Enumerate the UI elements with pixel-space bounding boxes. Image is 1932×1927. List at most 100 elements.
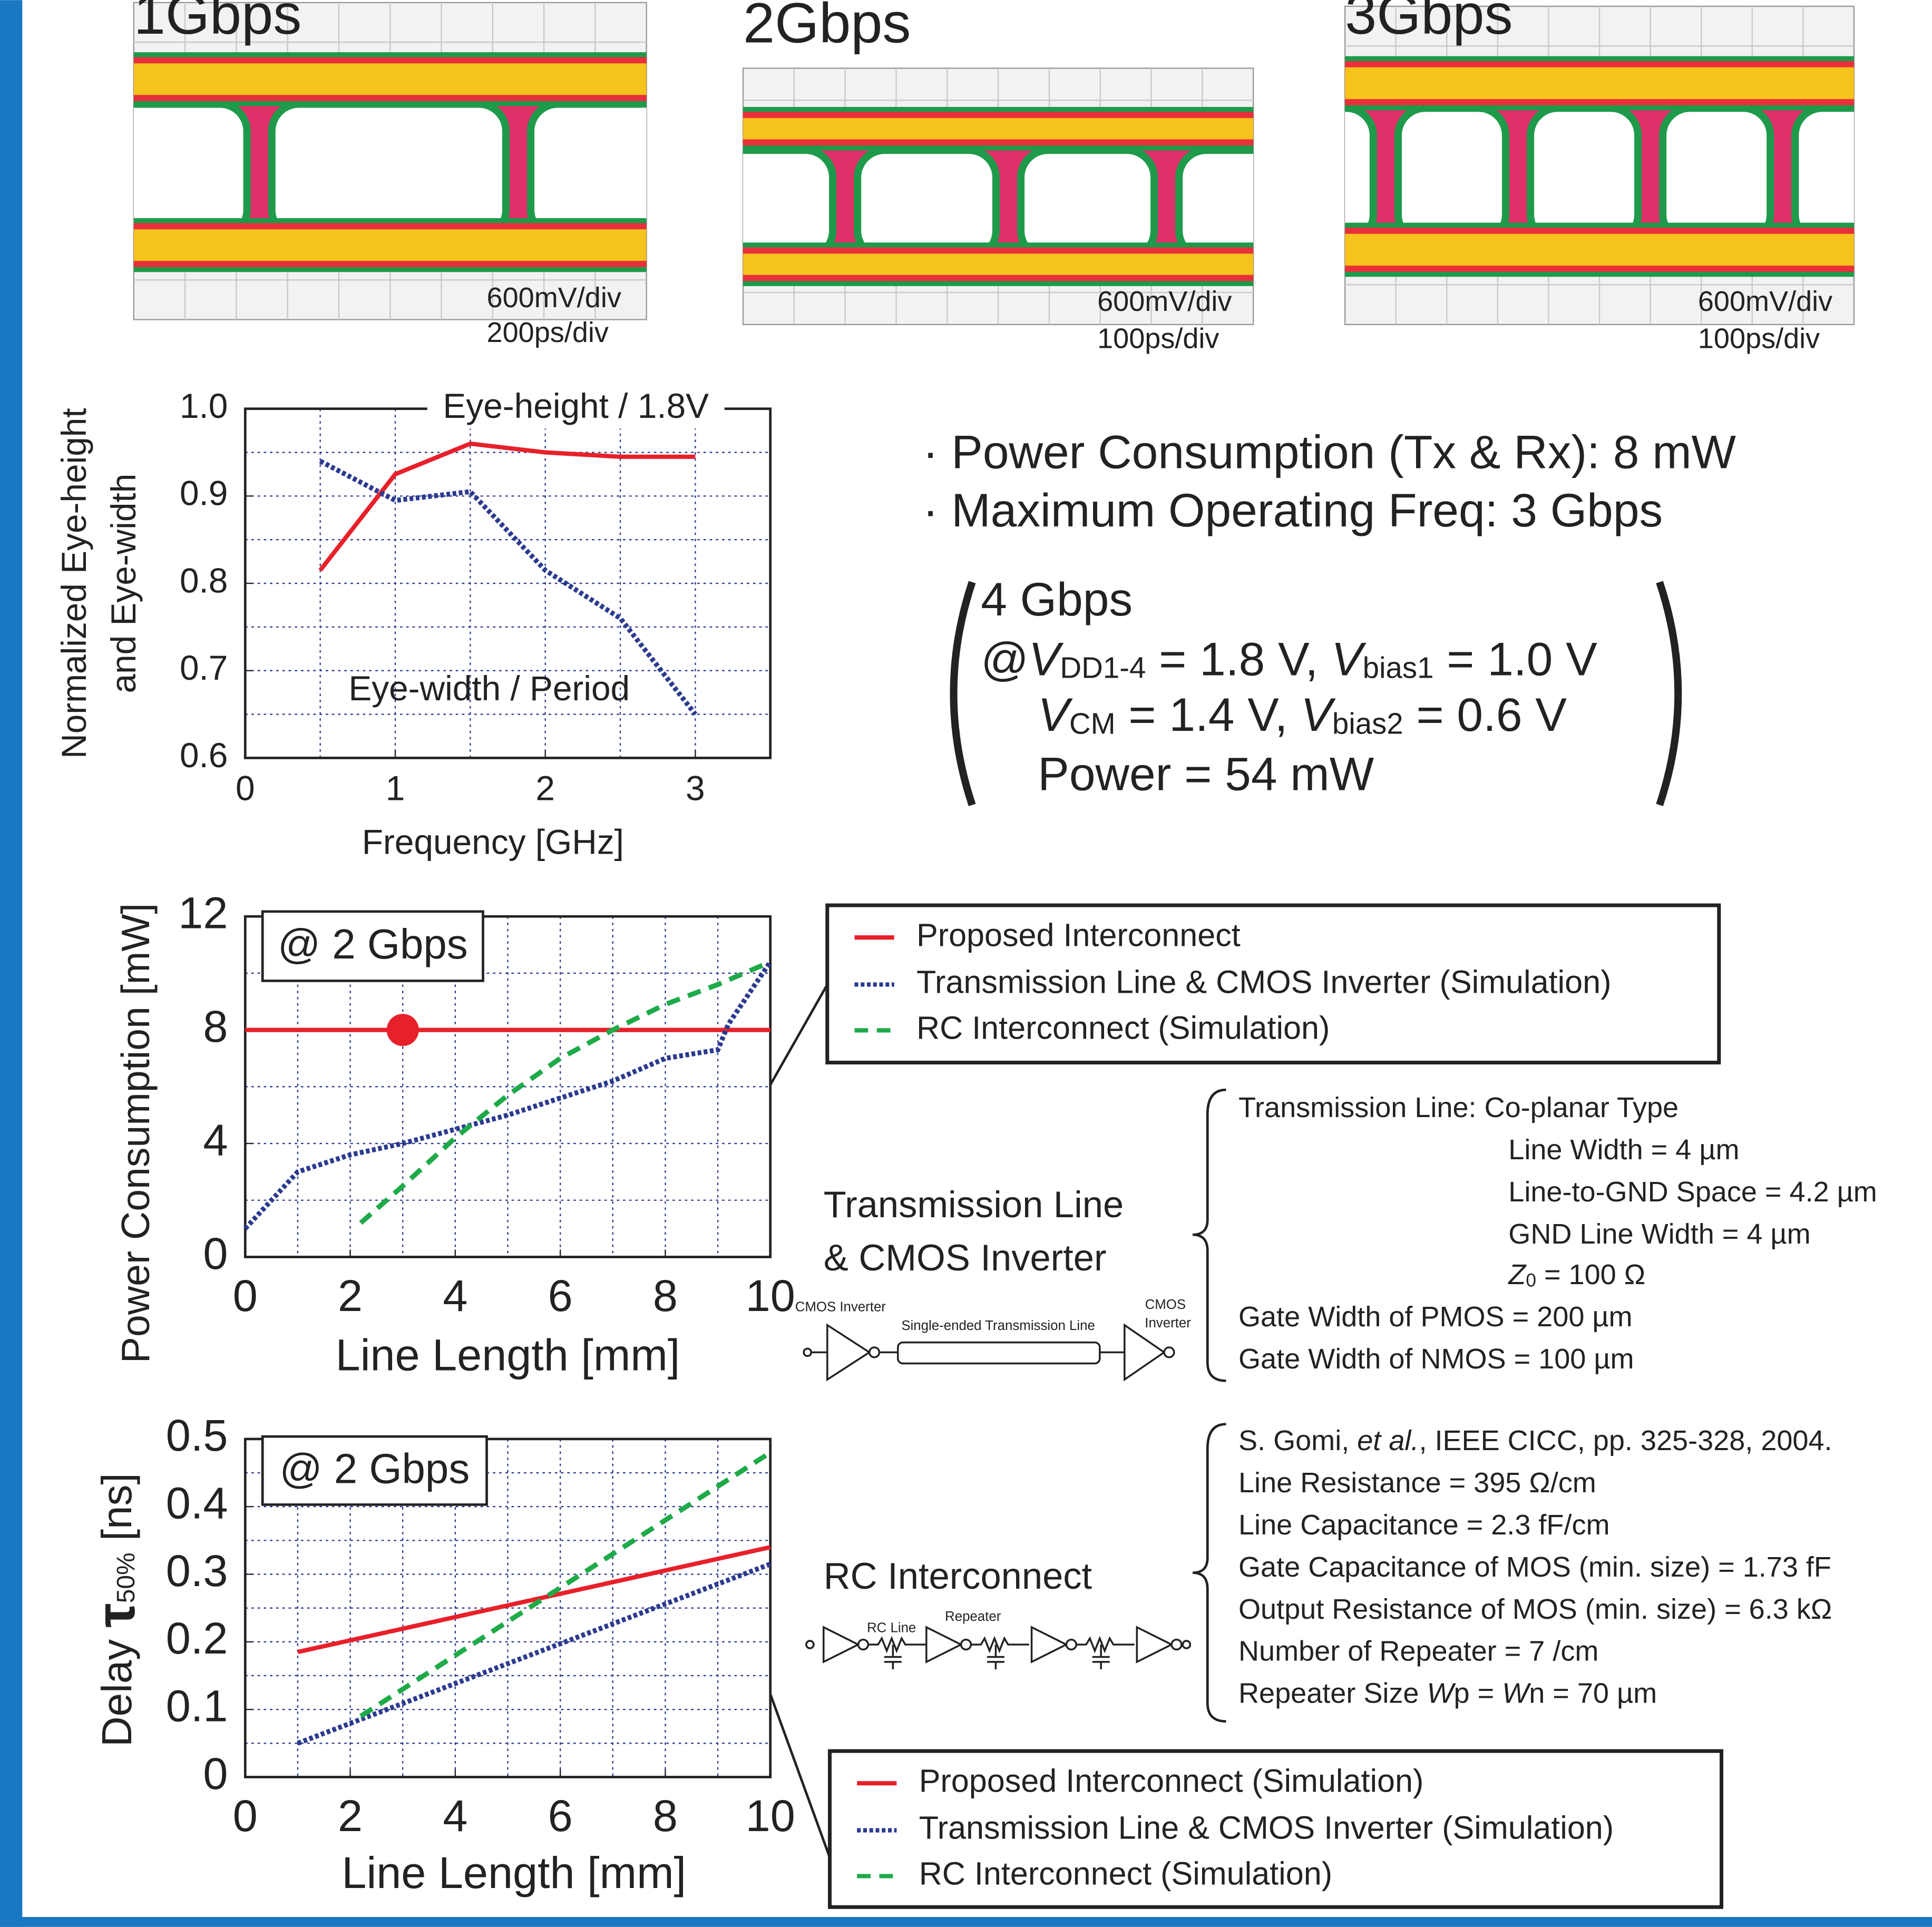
node xyxy=(804,1348,811,1356)
page: { "eye_diagrams": [ {"rate": "1Gbps", "s… xyxy=(0,0,1932,1927)
y-tick-label: 1.0 xyxy=(180,386,228,425)
bullet: · Maximum Operating Freq: 3 Gbps xyxy=(923,484,1663,536)
node xyxy=(1183,1641,1190,1648)
diagram-label: CMOS xyxy=(1145,1297,1186,1312)
t: @ xyxy=(981,632,1029,685)
band-yellow xyxy=(743,118,1253,139)
t: = 100 Ω xyxy=(1536,1259,1645,1290)
t: = 1.8 V, xyxy=(1146,632,1331,685)
band-yellow xyxy=(134,229,647,261)
eye-title: 3Gbps xyxy=(1345,0,1513,46)
t: bias2 xyxy=(1332,707,1403,740)
bubble xyxy=(858,1640,869,1650)
bullet: · Power Consumption (Tx & Rx): 8 mW xyxy=(923,426,1736,478)
y-tick-label: 0.7 xyxy=(180,648,228,687)
t: CM xyxy=(1069,707,1116,740)
y-axis-label: Delay τ50% [ns] xyxy=(85,1473,147,1747)
diagram-label: Repeater xyxy=(945,1609,1001,1624)
spec: Line-to-GND Space = 4.2 µm xyxy=(1508,1176,1877,1208)
x-tick-label: 4 xyxy=(443,1270,467,1320)
bubble xyxy=(1066,1640,1076,1650)
block-title: & CMOS Inverter xyxy=(824,1237,1107,1278)
legend-label: Proposed Interconnect xyxy=(916,917,1241,953)
y-axis-label: and Eye-width xyxy=(104,474,143,693)
eye-scale: 100ps/div xyxy=(1698,323,1820,355)
spec: Gate Width of NMOS = 100 µm xyxy=(1238,1343,1634,1375)
x-tick-label: 6 xyxy=(548,1270,573,1320)
x-tick-label: 2 xyxy=(535,768,555,807)
border-bottom xyxy=(0,1917,1932,1927)
y-label-part: 50% xyxy=(112,1552,140,1603)
t: 0 xyxy=(1526,1270,1536,1291)
legend-label: Transmission Line & CMOS Inverter (Simul… xyxy=(916,964,1611,1000)
eye-scale: 100ps/div xyxy=(1097,323,1219,355)
t: W xyxy=(1427,1678,1457,1709)
band-yellow xyxy=(1345,234,1854,266)
eye-title: 1Gbps xyxy=(134,0,301,46)
eye-scale: 600mV/div xyxy=(1097,286,1232,317)
y-axis-label: Power Consumption [mW] xyxy=(113,903,158,1363)
eye-open xyxy=(857,150,996,258)
spec: Transmission Line: Co-planar Type xyxy=(1238,1092,1679,1123)
y-tick-label: 8 xyxy=(203,1001,228,1051)
y-tick-label: 0.9 xyxy=(180,474,228,513)
bubble xyxy=(870,1347,880,1357)
x-tick-label: 2 xyxy=(338,1791,363,1841)
y-tick-label: 0.5 xyxy=(166,1410,228,1460)
spec: Gate Width of PMOS = 200 µm xyxy=(1238,1301,1633,1333)
bubble xyxy=(961,1640,971,1650)
spec: S. Gomi, et al., IEEE CICC, pp. 325-328,… xyxy=(1238,1425,1832,1456)
eye-open xyxy=(1663,108,1770,242)
annotation: @ 2 Gbps xyxy=(279,1445,470,1492)
eye-scale: 600mV/div xyxy=(1698,286,1832,317)
y-label-part: Delay xyxy=(93,1628,140,1747)
legend-label: RC Interconnect (Simulation) xyxy=(919,1856,1332,1892)
eye-open xyxy=(1530,108,1638,242)
condition: Power = 54 mW xyxy=(1038,748,1374,800)
x-tick-label: 8 xyxy=(653,1270,678,1320)
x-tick-label: 6 xyxy=(548,1791,573,1841)
spec: Line Resistance = 395 Ω/cm xyxy=(1238,1467,1596,1499)
y-tick-label: 0.1 xyxy=(166,1680,228,1730)
t: DD1-4 xyxy=(1060,651,1146,684)
block-title: RC Interconnect xyxy=(824,1555,1092,1597)
spec: Repeater Size Wp = Wn = 70 µm xyxy=(1238,1678,1657,1709)
x-tick-label: 10 xyxy=(746,1791,795,1841)
legend-label: Transmission Line & CMOS Inverter (Simul… xyxy=(919,1810,1614,1846)
x-tick-label: 0 xyxy=(236,768,255,807)
node xyxy=(806,1641,814,1648)
eye-scale: 600mV/div xyxy=(487,282,621,314)
y-tick-label: 0.3 xyxy=(166,1545,228,1596)
y-tick-label: 0.2 xyxy=(166,1613,228,1663)
y-tick-label: 0.4 xyxy=(166,1478,228,1528)
x-tick-label: 2 xyxy=(338,1270,363,1320)
x-axis-label: Frequency [GHz] xyxy=(362,822,624,861)
t: W xyxy=(1502,1678,1531,1709)
diagram-label: Single-ended Transmission Line xyxy=(901,1318,1095,1333)
t: et al. xyxy=(1357,1425,1419,1456)
t: V xyxy=(1301,688,1336,741)
y-axis-label: Normalized Eye-height xyxy=(54,408,93,758)
x-axis-label: Line Length [mm] xyxy=(341,1847,686,1897)
t: = 1.0 V xyxy=(1433,632,1597,685)
spec: Gate Capacitance of MOS (min. size) = 1.… xyxy=(1238,1551,1831,1583)
border-left xyxy=(0,0,22,1927)
band-yellow xyxy=(134,63,647,95)
band-yellow xyxy=(1345,67,1854,99)
legend-label: Proposed Interconnect (Simulation) xyxy=(919,1763,1424,1798)
x-tick-label: 4 xyxy=(443,1791,467,1841)
y-tick-label: 4 xyxy=(203,1114,228,1165)
t: n = 70 µm xyxy=(1529,1678,1657,1709)
y-tick-label: 12 xyxy=(178,888,228,938)
series-label: Eye-width / Period xyxy=(348,669,630,708)
block-title: Transmission Line xyxy=(824,1183,1124,1225)
t: p = xyxy=(1454,1678,1502,1709)
legend-label: RC Interconnect (Simulation) xyxy=(916,1010,1330,1046)
y-label-part: τ xyxy=(85,1603,147,1627)
bubble xyxy=(1172,1640,1182,1650)
diagram-label: Inverter xyxy=(1145,1316,1191,1331)
poster: 1Gbps600mV/div200ps/div2Gbps600mV/div100… xyxy=(0,0,1932,1927)
eye-open xyxy=(1021,150,1154,258)
y-label-part: [ns] xyxy=(93,1473,140,1552)
tline xyxy=(898,1343,1100,1364)
